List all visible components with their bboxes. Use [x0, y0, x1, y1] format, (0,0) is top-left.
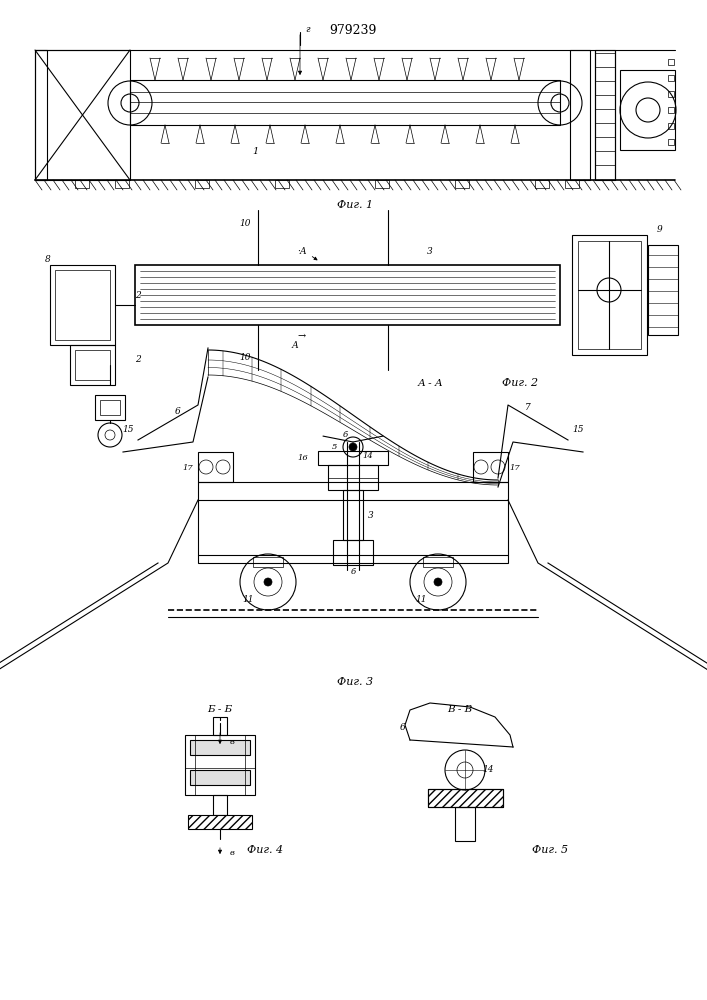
- Bar: [70, 345, 115, 385]
- Text: Фиг. 4: Фиг. 4: [247, 845, 283, 855]
- Bar: [75, 180, 89, 188]
- Circle shape: [264, 578, 272, 586]
- Text: в: в: [230, 738, 235, 746]
- Text: 2: 2: [135, 290, 141, 300]
- Text: Фиг. 5: Фиг. 5: [532, 845, 568, 855]
- Text: 3: 3: [368, 510, 374, 520]
- Bar: [565, 180, 579, 188]
- Circle shape: [349, 443, 357, 451]
- Bar: [130, 80, 560, 125]
- Bar: [428, 789, 503, 807]
- Text: 14: 14: [363, 452, 373, 460]
- Bar: [473, 452, 508, 482]
- Text: 10: 10: [239, 219, 251, 228]
- Bar: [668, 59, 674, 65]
- Text: Б - Б: Б - Б: [207, 706, 233, 714]
- Text: 6: 6: [175, 408, 181, 416]
- Text: Фиг. 2: Фиг. 2: [502, 378, 538, 388]
- Bar: [185, 735, 255, 795]
- Bar: [570, 50, 590, 180]
- Text: Фиг. 1: Фиг. 1: [337, 200, 373, 210]
- Bar: [195, 735, 245, 795]
- Bar: [428, 789, 503, 807]
- Text: 2: 2: [135, 356, 141, 364]
- Text: ·А: ·А: [297, 246, 307, 255]
- Bar: [275, 180, 289, 188]
- Bar: [95, 395, 125, 420]
- Text: 1: 1: [252, 147, 258, 156]
- Text: в: в: [230, 849, 235, 857]
- Bar: [455, 180, 469, 188]
- Bar: [213, 795, 227, 815]
- Text: А: А: [291, 340, 298, 350]
- Circle shape: [434, 578, 442, 586]
- Bar: [100, 400, 120, 415]
- Text: 7: 7: [525, 403, 531, 412]
- Bar: [318, 451, 388, 465]
- Text: 17: 17: [510, 464, 520, 472]
- Bar: [620, 70, 675, 150]
- Text: б: б: [342, 431, 348, 439]
- Bar: [423, 557, 453, 567]
- Bar: [648, 245, 678, 335]
- Bar: [198, 482, 508, 500]
- Bar: [195, 180, 209, 188]
- Bar: [572, 235, 647, 355]
- Bar: [198, 555, 508, 563]
- Bar: [343, 490, 363, 540]
- Bar: [35, 50, 130, 180]
- Bar: [668, 123, 674, 129]
- Bar: [668, 107, 674, 113]
- Text: 16: 16: [298, 454, 308, 462]
- Text: 6: 6: [400, 722, 406, 732]
- Text: 3: 3: [427, 246, 433, 255]
- Bar: [535, 180, 549, 188]
- Bar: [375, 180, 389, 188]
- Bar: [253, 557, 283, 567]
- Bar: [55, 270, 110, 340]
- Bar: [190, 770, 250, 785]
- Text: 17: 17: [182, 464, 194, 472]
- Bar: [75, 350, 110, 380]
- Text: В - В: В - В: [448, 706, 472, 714]
- Bar: [35, 50, 47, 180]
- Text: г: г: [305, 25, 310, 34]
- Text: 8: 8: [45, 255, 51, 264]
- Text: 15: 15: [122, 426, 134, 434]
- Bar: [135, 265, 560, 325]
- Bar: [668, 139, 674, 145]
- Bar: [333, 540, 373, 565]
- Bar: [190, 740, 250, 755]
- Text: 15: 15: [572, 426, 584, 434]
- Bar: [50, 265, 115, 345]
- Text: 14: 14: [482, 766, 493, 774]
- Text: →: →: [298, 332, 306, 342]
- Bar: [198, 452, 233, 482]
- Text: Фиг. 3: Фиг. 3: [337, 677, 373, 687]
- Bar: [213, 717, 227, 735]
- Bar: [455, 807, 475, 841]
- Text: 11: 11: [415, 595, 427, 604]
- Bar: [668, 91, 674, 97]
- Bar: [595, 50, 615, 180]
- Text: 9: 9: [657, 226, 663, 234]
- Bar: [578, 241, 641, 349]
- Text: б: б: [351, 568, 356, 576]
- Text: 10: 10: [239, 353, 251, 361]
- Text: А - А: А - А: [417, 378, 443, 387]
- Bar: [115, 180, 129, 188]
- Bar: [668, 75, 674, 81]
- Bar: [188, 815, 252, 829]
- Text: 979239: 979239: [329, 23, 377, 36]
- Bar: [328, 465, 378, 490]
- Text: 11: 11: [243, 595, 254, 604]
- Text: 5: 5: [332, 443, 338, 451]
